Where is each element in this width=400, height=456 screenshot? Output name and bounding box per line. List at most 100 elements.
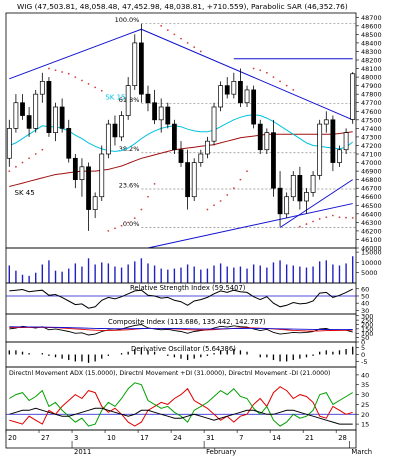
sar-dot [219, 200, 222, 202]
xaxis-day-label: 7 [239, 434, 243, 442]
price-tick-label: 47900 [361, 82, 382, 90]
candle-up [105, 123, 111, 155]
candle-up [310, 175, 316, 193]
candle-up [264, 132, 270, 151]
adx-line [9, 407, 353, 425]
rsi-tick-label: 60 [361, 285, 369, 293]
candle-down [145, 93, 151, 104]
sma45-label: SK 45 [15, 189, 35, 197]
candle-up [125, 85, 131, 116]
candle-up [191, 162, 197, 198]
price-tick-label: 47300 [361, 133, 382, 141]
composite-line [9, 326, 353, 332]
sar-dot [166, 29, 169, 31]
sar-dot [318, 218, 321, 220]
price-tick-label: 46900 [361, 168, 382, 176]
price-tick-label: 48200 [361, 57, 382, 65]
price-tick-label: 46300 [361, 219, 382, 227]
sar-dot [292, 89, 295, 91]
candle-down [271, 132, 276, 189]
sar-dot [298, 225, 301, 228]
sar-dot [285, 84, 288, 87]
xaxis-month-label: 2011 [74, 448, 91, 456]
xaxis-frame [5, 429, 357, 449]
candle-up [218, 85, 224, 108]
candle-down [112, 123, 118, 138]
composite-tick-label: 300 [361, 312, 373, 320]
sar-dot [193, 46, 196, 49]
sar-dot [331, 214, 334, 217]
sar-dot [120, 224, 123, 227]
candle-up [231, 81, 237, 95]
candle-up [158, 106, 164, 121]
xaxis-day-label: 31 [206, 434, 215, 442]
volume-tick-label: 5000 [361, 269, 378, 277]
sar-dot [147, 195, 149, 198]
candle-up [205, 140, 210, 155]
price-tick-label: 48000 [361, 74, 382, 82]
candle-up [337, 149, 342, 163]
dmi-tick-label: 30 [361, 391, 369, 399]
xaxis-month-label: March [351, 448, 372, 456]
sar-dot [213, 204, 215, 207]
candle-up [323, 119, 329, 125]
xaxis-day-label: 3 [74, 434, 78, 442]
composite-tick-label: 250 [361, 317, 373, 325]
candle-up [39, 81, 45, 95]
sar-dot [54, 69, 57, 72]
sar-dot [74, 76, 77, 78]
candle-down [26, 115, 32, 129]
candle-up [244, 89, 250, 104]
composite-tick-label: 0 [361, 339, 365, 347]
sar-dot [173, 33, 176, 36]
rsi-title: Relative Strength Index (59.5407) [130, 284, 246, 292]
xaxis-month-label: February [206, 448, 236, 456]
composite-line [9, 326, 353, 331]
xaxis-day-label: 10 [107, 434, 116, 442]
candle-up [132, 42, 138, 86]
candle-down [138, 42, 144, 95]
sar-dot [272, 76, 275, 78]
sar-dot [81, 79, 83, 82]
sar-dot [140, 208, 143, 211]
price-tick-label: 46500 [361, 202, 382, 210]
sar-dot [41, 148, 44, 151]
xaxis-day-label: 17 [140, 434, 149, 442]
candle-up [79, 166, 85, 180]
di-minus-line [9, 386, 353, 427]
xaxis-day-label: 20 [8, 434, 17, 442]
fib-label: 0.0% [123, 220, 140, 228]
trendline [147, 203, 353, 249]
candle-up [350, 73, 356, 120]
composite-title: Composite Index (113.686, 135.442, 142.7… [108, 318, 266, 326]
xaxis-day-label: 28 [338, 434, 347, 442]
candle-up [304, 192, 309, 202]
rsi-tick-label: 30 [361, 307, 369, 315]
candle-up [53, 106, 58, 133]
dmi-tick-label: 20 [361, 411, 369, 419]
oscillator-tick-label: 5 [361, 344, 365, 352]
composite-tick-label: 50 [361, 334, 369, 342]
sar-dot [279, 80, 281, 83]
price-tick-label: 46000 [361, 245, 382, 253]
price-tick-label: 47800 [361, 91, 382, 99]
oscillator-tick-label: -5 [361, 358, 367, 366]
candle-down [251, 89, 257, 125]
dmi-title: Directnl Movement ADX (15.0000), Directn… [9, 370, 330, 377]
chart-header: WIG (47,503.81, 48,058.48, 47,452.98, 48… [17, 2, 348, 11]
price-tick-label: 46800 [361, 176, 382, 184]
sar-dot [133, 217, 136, 219]
sar-dot [239, 178, 242, 181]
sma15-label: SK 15 [105, 93, 125, 101]
fib-label: 38.2% [119, 145, 140, 153]
candle-down [297, 175, 303, 202]
candle-down [72, 157, 78, 180]
price-tick-label: 47200 [361, 142, 382, 150]
price-tick-label: 48500 [361, 31, 382, 39]
main-panel-frame [5, 12, 357, 249]
composite-tick-label: 150 [361, 325, 373, 333]
candle-down [178, 149, 184, 163]
sar-dot [312, 220, 314, 223]
candle-up [343, 132, 349, 151]
